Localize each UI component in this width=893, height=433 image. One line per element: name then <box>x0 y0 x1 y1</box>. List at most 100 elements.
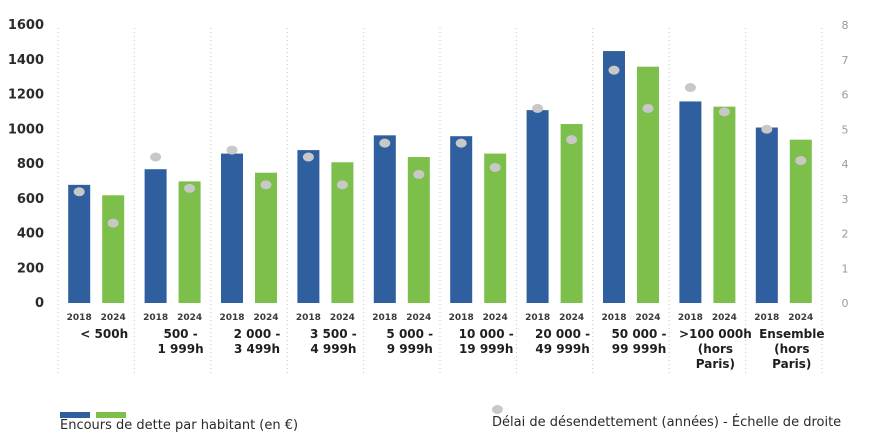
year-label-2018: 2018 <box>143 313 168 323</box>
year-label-2024: 2024 <box>101 313 126 323</box>
legend-bars-label: Encours de dette par habitant (en €) <box>60 418 299 433</box>
dot-2018 <box>73 187 85 197</box>
bar-2024 <box>255 172 277 303</box>
y-right-tick-label: 2 <box>842 228 849 241</box>
year-label-2018: 2018 <box>67 313 92 323</box>
year-label-2018: 2018 <box>296 313 321 323</box>
y-right-tick-label: 7 <box>842 54 849 67</box>
y-left-tick-label: 1400 <box>8 53 44 68</box>
category-label: 49 999h <box>535 342 589 356</box>
year-label-2018: 2018 <box>678 313 703 323</box>
dot-2024 <box>718 107 730 117</box>
category-label: (hors <box>774 342 809 356</box>
legend-swatch-2024 <box>96 412 126 418</box>
y-left-tick-label: 1600 <box>8 18 44 33</box>
bar-2024 <box>331 162 354 303</box>
category-label: >100 000h <box>679 327 752 341</box>
bar-2018 <box>297 150 320 303</box>
category-label: 1 999h <box>158 342 204 356</box>
bar-2018 <box>526 110 549 303</box>
dot-2018 <box>608 65 620 75</box>
year-label-2018: 2018 <box>449 313 474 323</box>
dot-2024 <box>336 180 348 190</box>
year-label-2024: 2024 <box>330 313 355 323</box>
y-left-tick-label: 0 <box>35 296 44 311</box>
year-label-2018: 2018 <box>525 313 550 323</box>
dot-2024 <box>260 180 272 190</box>
bar-2024 <box>560 124 583 303</box>
year-label-2018: 2018 <box>601 313 626 323</box>
y-right-tick-label: 3 <box>842 193 849 206</box>
dot-2024 <box>184 183 196 193</box>
category-label: 99 999h <box>612 342 666 356</box>
year-label-2024: 2024 <box>483 313 508 323</box>
dot-2024 <box>566 135 578 145</box>
category-label: 3 500 - <box>310 327 357 341</box>
bar-2018 <box>144 169 167 303</box>
dot-2024 <box>642 103 654 113</box>
y-right-tick-label: 1 <box>842 262 849 275</box>
y-right-tick-label: 0 <box>842 297 849 310</box>
year-label-2018: 2018 <box>219 313 244 323</box>
bar-2024 <box>178 181 201 303</box>
year-label-2024: 2024 <box>177 313 202 323</box>
bar-2018 <box>679 101 702 303</box>
bar-2024 <box>484 153 507 303</box>
year-label-2024: 2024 <box>788 313 813 323</box>
y-left-tick-label: 200 <box>17 261 44 276</box>
legend-dot-label: Délai de désendettement (années) - Échel… <box>492 415 842 430</box>
dot-2018 <box>684 83 696 93</box>
category-label: 20 000 - <box>535 327 590 341</box>
category-label: (hors <box>698 342 733 356</box>
category-label: 50 000 - <box>611 327 666 341</box>
y-right-tick-label: 8 <box>842 19 849 32</box>
dot-2018 <box>302 152 314 162</box>
y-left-tick-label: 1200 <box>8 88 44 103</box>
bar-2018 <box>68 184 91 303</box>
dot-2024 <box>107 218 119 228</box>
dot-2024 <box>413 169 425 179</box>
category-label: < 500h <box>80 327 128 341</box>
y-left-tick-label: 600 <box>17 192 44 207</box>
year-label-2024: 2024 <box>712 313 737 323</box>
y-left-tick-label: 800 <box>17 157 44 172</box>
dot-2024 <box>795 156 807 166</box>
dot-2018 <box>226 145 238 155</box>
dot-2018 <box>455 138 467 148</box>
y-right-tick-label: 4 <box>842 158 849 171</box>
legend-swatch-2018 <box>60 412 90 418</box>
legend-dot-swatch <box>492 405 503 414</box>
year-label-2018: 2018 <box>754 313 779 323</box>
y-right-tick-label: 5 <box>842 123 849 136</box>
category-label: 10 000 - <box>459 327 514 341</box>
y-right-tick-label: 6 <box>842 89 849 102</box>
year-label-2024: 2024 <box>406 313 431 323</box>
bar-2024 <box>789 139 812 303</box>
category-label: 2 000 - <box>234 327 281 341</box>
dot-2018 <box>532 103 544 113</box>
category-label: 19 999h <box>459 342 513 356</box>
year-label-2024: 2024 <box>253 313 278 323</box>
bar-2024 <box>102 195 125 303</box>
year-label-2018: 2018 <box>372 313 397 323</box>
dot-2024 <box>489 162 501 172</box>
bar-2024 <box>713 106 736 303</box>
bar-2018 <box>450 136 473 303</box>
bar-2018 <box>755 127 778 303</box>
category-label: Paris) <box>772 357 811 371</box>
category-label: 9 999h <box>387 342 433 356</box>
year-label-2024: 2024 <box>635 313 660 323</box>
category-label: 5 000 - <box>386 327 433 341</box>
bar-2018 <box>603 51 625 303</box>
dot-2018 <box>379 138 391 148</box>
bar-2024 <box>407 157 430 303</box>
bar-2018 <box>373 135 396 303</box>
year-label-2024: 2024 <box>559 313 584 323</box>
y-left-tick-label: 1000 <box>8 122 44 137</box>
category-label: Paris) <box>696 357 735 371</box>
category-label: 3 499h <box>234 342 280 356</box>
dot-2018 <box>761 124 773 134</box>
dot-2018 <box>150 152 162 162</box>
bar-2024 <box>637 66 659 303</box>
